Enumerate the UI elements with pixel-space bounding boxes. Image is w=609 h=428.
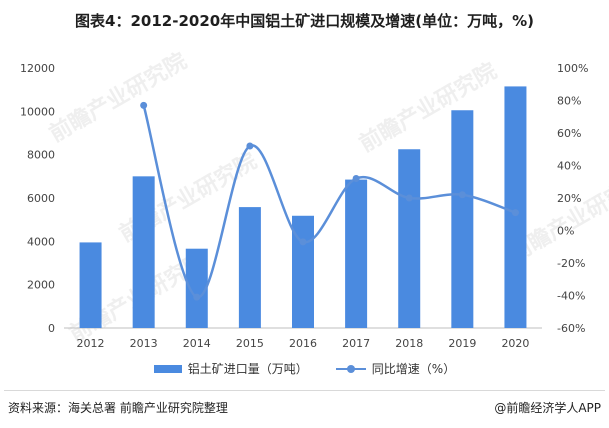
- source-note: 资料来源：海关总署 前瞻产业研究院整理: [8, 401, 228, 415]
- x-tick-label: 2015: [236, 337, 264, 350]
- x-tick-label: 2018: [395, 337, 423, 350]
- bar: [292, 215, 314, 328]
- bar: [132, 176, 155, 328]
- y-right-tick-label: 0%: [557, 225, 574, 238]
- y-right-tick-label: 20%: [557, 192, 581, 205]
- growth-point: [246, 142, 254, 150]
- y-left-tick-label: 4000: [27, 235, 55, 248]
- y-left-tick-label: 6000: [27, 192, 55, 205]
- y-right-tick-label: 60%: [557, 127, 581, 140]
- growth-point: [352, 175, 360, 182]
- legend: 铝土矿进口量（万吨） 同比增速（%）: [0, 360, 609, 377]
- x-tick-label: 2017: [342, 337, 370, 350]
- x-tick-label: 2012: [77, 337, 105, 350]
- y-left-tick-label: 12000: [20, 62, 55, 75]
- growth-point: [458, 191, 466, 199]
- x-tick-label: 2020: [501, 337, 529, 350]
- y-left-tick-label: 0: [48, 322, 55, 335]
- y-right-tick-label: 80%: [557, 95, 581, 108]
- y-right-tick-label: 100%: [557, 62, 588, 75]
- y-right-tick-label: -20%: [557, 257, 585, 270]
- x-tick-label: 2014: [183, 337, 211, 350]
- y-left-tick-label: 10000: [20, 105, 55, 118]
- growth-point: [405, 194, 413, 202]
- legend-line-swatch: [335, 364, 366, 374]
- bar: [398, 149, 421, 328]
- growth-point: [511, 209, 519, 217]
- brand-note: @前瞻经济学人APP: [494, 401, 601, 415]
- legend-line-label: 同比增速（%）: [371, 362, 456, 376]
- bar: [345, 179, 368, 328]
- legend-bar-swatch: [153, 364, 182, 373]
- y-left-tick-label: 2000: [27, 279, 55, 292]
- x-tick-label: 2016: [289, 337, 317, 350]
- bar: [451, 110, 474, 328]
- x-tick-label: 2013: [130, 337, 158, 350]
- footer-divider: [4, 390, 605, 391]
- y-right-tick-label: -40%: [557, 290, 585, 303]
- y-right-tick-label: -60%: [557, 322, 585, 335]
- growth-point: [140, 101, 148, 109]
- legend-item-bar[interactable]: 铝土矿进口量（万吨）: [153, 360, 308, 377]
- bar: [185, 248, 208, 328]
- growth-point: [193, 293, 201, 301]
- y-left-tick-label: 8000: [27, 149, 55, 162]
- bar: [238, 207, 261, 328]
- bar: [504, 86, 527, 329]
- y-right-tick-label: 40%: [557, 160, 581, 173]
- bar: [79, 242, 102, 328]
- legend-bar-label: 铝土矿进口量（万吨）: [187, 362, 308, 376]
- growth-point: [299, 238, 307, 246]
- x-tick-label: 2019: [448, 337, 476, 350]
- chart-title: 图表4：2012-2020年中国铝土矿进口规模及增速(单位：万吨，%): [75, 12, 534, 30]
- legend-item-line[interactable]: 同比增速（%）: [335, 360, 456, 377]
